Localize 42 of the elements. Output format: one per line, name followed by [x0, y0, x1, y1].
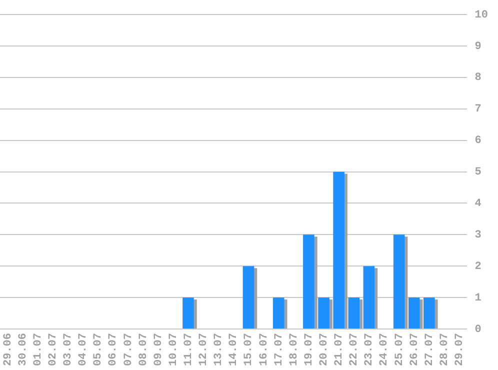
x-tick-label: 11.07 — [182, 332, 195, 366]
y-tick-label: 3 — [474, 229, 482, 242]
x-tick-label: 05.07 — [92, 332, 105, 366]
y-tick-label: 1 — [474, 292, 482, 304]
x-tick-label: 29.07 — [454, 332, 466, 366]
x-tick-label: 19.07 — [303, 332, 316, 366]
x-tick-label: 10.07 — [168, 332, 180, 366]
x-tick-label: 04.07 — [78, 332, 90, 366]
y-tick-label: 5 — [474, 166, 482, 179]
y-tick-label: 6 — [474, 135, 482, 148]
y-tick-label: 4 — [474, 198, 482, 210]
x-tick-label: 30.06 — [17, 332, 30, 366]
x-tick-label: 24.07 — [378, 332, 391, 366]
x-tick-label: 07.07 — [122, 332, 135, 366]
x-tick-label: 03.07 — [62, 332, 75, 366]
x-tick-label: 25.07 — [394, 332, 406, 366]
x-tick-label: 27.07 — [424, 332, 436, 366]
x-tick-label: 21.07 — [334, 332, 346, 366]
x-tick-label: 08.07 — [138, 332, 150, 366]
x-tick-label: 01.07 — [32, 332, 44, 366]
y-tick-label: 9 — [474, 40, 482, 53]
x-tick-label: 26.07 — [408, 332, 421, 366]
y-tick-label: 2 — [474, 260, 482, 273]
y-tick-label: 7 — [474, 104, 482, 116]
y-tick-label: 8 — [474, 72, 482, 84]
x-tick-label: 13.07 — [213, 332, 226, 366]
x-tick-label: 15.07 — [243, 332, 256, 366]
y-tick-label: 0 — [474, 324, 482, 336]
x-tick-label: 20.07 — [318, 332, 331, 366]
x-tick-label: 12.07 — [198, 332, 210, 366]
x-tick-label: 14.07 — [228, 332, 240, 366]
x-tick-label: 29.06 — [2, 332, 14, 366]
x-tick-label: 28.07 — [438, 332, 451, 366]
y-tick-label: 10 — [474, 9, 488, 22]
x-tick-label: 22.07 — [348, 332, 361, 366]
x-tick-label: 06.07 — [108, 332, 120, 366]
x-tick-label: 18.07 — [288, 332, 300, 366]
x-tick-label: 09.07 — [152, 332, 165, 366]
x-tick-label: 02.07 — [47, 332, 60, 366]
x-tick-label: 16.07 — [258, 332, 270, 366]
x-tick-label: 23.07 — [364, 332, 376, 366]
x-tick-label: 17.07 — [273, 332, 286, 366]
